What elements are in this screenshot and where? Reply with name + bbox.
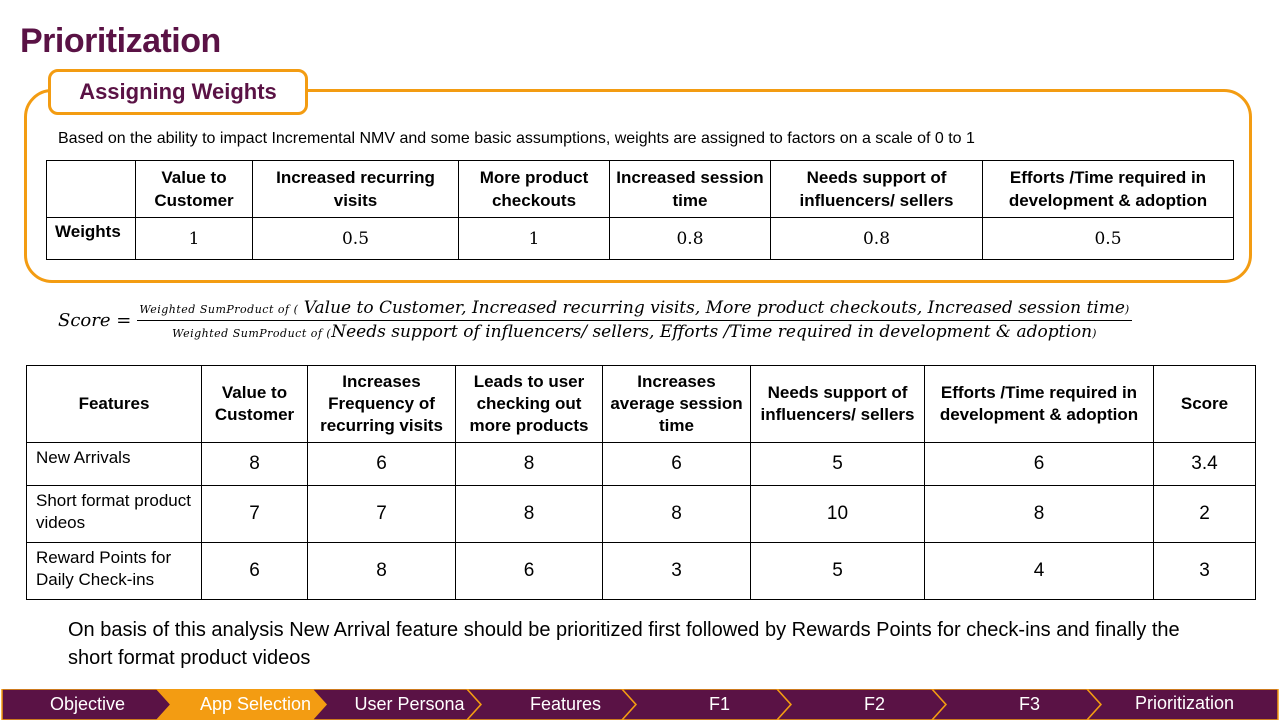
features-col-header: Score	[1153, 365, 1256, 443]
weight-value: 0.8	[770, 217, 983, 260]
weight-value: 0.8	[609, 217, 771, 260]
table-row: Short format product videos 7 7 8 8 10 8…	[26, 485, 1256, 543]
formula-num-suffix: )	[1124, 303, 1130, 316]
table-row: New Arrivals 8 6 8 6 5 6 3.4	[26, 442, 1256, 486]
nav-item-app-selection[interactable]: App Selection	[199, 694, 312, 714]
weights-col-header: Efforts /Time required in development & …	[982, 160, 1234, 218]
page-title: Prioritization	[20, 22, 221, 60]
weights-col-header: Increased recurring visits	[252, 160, 459, 218]
nav-chevron	[465, 689, 638, 720]
feature-value: 8	[307, 542, 456, 600]
weights-col-header: Needs support of influencers/ sellers	[770, 160, 983, 218]
features-col-header: Increases Frequency of recurring visits	[307, 365, 456, 443]
features-col-header: Value to Customer	[201, 365, 308, 443]
nav-item-f3[interactable]: F3	[1018, 694, 1040, 714]
feature-value: 4	[924, 542, 1154, 600]
formula-den-body: Needs support of influencers/ sellers, E…	[331, 322, 1093, 342]
feature-score: 2	[1153, 485, 1256, 543]
weights-table: Value to Customer Increased recurring vi…	[46, 160, 1234, 260]
nav-arrows	[1, 689, 1279, 720]
formula-denominator: Weighted SumProduct of (Needs support of…	[172, 321, 1097, 342]
feature-value: 8	[455, 485, 603, 543]
feature-name: Short format product videos	[26, 485, 202, 543]
feature-value: 5	[750, 442, 925, 486]
nav-chevron	[620, 689, 793, 720]
nav-item-f2[interactable]: F2	[863, 694, 885, 714]
weights-corner-cell	[46, 160, 136, 218]
feature-value: 8	[602, 485, 751, 543]
weights-value-row: Weights 1 0.5 1 0.8 0.8 0.5	[46, 217, 1234, 260]
score-formula: Score = Weighted SumProduct of ( Value t…	[58, 298, 1132, 342]
nav-item-user-persona[interactable]: User Persona	[354, 694, 465, 714]
weight-value: 0.5	[252, 217, 459, 260]
feature-value: 6	[201, 542, 308, 600]
weights-header-row: Value to Customer Increased recurring vi…	[46, 160, 1234, 218]
formula-den-prefix: Weighted SumProduct of (	[172, 327, 332, 340]
feature-score: 3.4	[1153, 442, 1256, 486]
feature-value: 10	[750, 485, 925, 543]
feature-value: 7	[201, 485, 308, 543]
features-col-header: Needs support of influencers/ sellers	[750, 365, 925, 443]
feature-value: 6	[455, 542, 603, 600]
formula-lhs: Score =	[58, 309, 132, 331]
feature-value: 8	[201, 442, 308, 486]
section-nav: Objective App Selection User Persona Fea…	[0, 689, 1280, 720]
weights-col-header: Value to Customer	[135, 160, 253, 218]
conclusion-text: On basis of this analysis New Arrival fe…	[68, 619, 1180, 669]
weights-tab-label: Assigning Weights	[48, 69, 308, 115]
formula-den-suffix: )	[1092, 327, 1097, 340]
table-row: Reward Points for Daily Check-ins 6 8 6 …	[26, 542, 1256, 600]
weights-panel	[24, 89, 1252, 283]
feature-name: Reward Points for Daily Check-ins	[26, 542, 202, 600]
weight-value: 0.5	[982, 217, 1234, 260]
nav-item-features[interactable]: Features	[529, 694, 602, 714]
formula-fraction: Weighted SumProduct of ( Value to Custom…	[137, 298, 1132, 342]
features-header-row: Features Value to Customer Increases Fre…	[26, 365, 1256, 443]
formula-num-body: Value to Customer, Increased recurring v…	[303, 298, 1125, 318]
nav-item-f1[interactable]: F1	[708, 694, 730, 714]
feature-value: 8	[455, 442, 603, 486]
weights-col-header: More product checkouts	[458, 160, 610, 218]
features-col-header: Features	[26, 365, 202, 443]
weights-col-header: Increased session time	[609, 160, 771, 218]
feature-value: 5	[750, 542, 925, 600]
feature-value: 7	[307, 485, 456, 543]
features-col-header: Increases average session time	[602, 365, 751, 443]
nav-chevron	[1085, 689, 1279, 720]
weights-row-label: Weights	[46, 217, 136, 260]
formula-numerator: Weighted SumProduct of ( Value to Custom…	[137, 298, 1132, 321]
nav-chevron	[155, 689, 328, 720]
feature-score: 3	[1153, 542, 1256, 600]
feature-name: New Arrivals	[26, 442, 202, 486]
features-col-header: Leads to user checking out more products	[455, 365, 603, 443]
nav-item-prioritization[interactable]: Prioritization	[1134, 693, 1235, 713]
formula-num-prefix: Weighted SumProduct of (	[139, 303, 299, 316]
weight-value: 1	[458, 217, 610, 260]
feature-value: 6	[307, 442, 456, 486]
feature-value: 3	[602, 542, 751, 600]
features-col-header: Efforts /Time required in development & …	[924, 365, 1154, 443]
feature-value: 6	[924, 442, 1154, 486]
nav-chevron	[310, 689, 483, 720]
nav-chevron	[775, 689, 948, 720]
features-table: Features Value to Customer Increases Fre…	[26, 365, 1256, 600]
nav-chevron	[930, 689, 1103, 720]
nav-item-objective[interactable]: Objective	[49, 694, 126, 714]
feature-value: 8	[924, 485, 1154, 543]
weight-value: 1	[135, 217, 253, 260]
feature-value: 6	[602, 442, 751, 486]
weights-description: Based on the ability to impact Increment…	[58, 130, 975, 147]
